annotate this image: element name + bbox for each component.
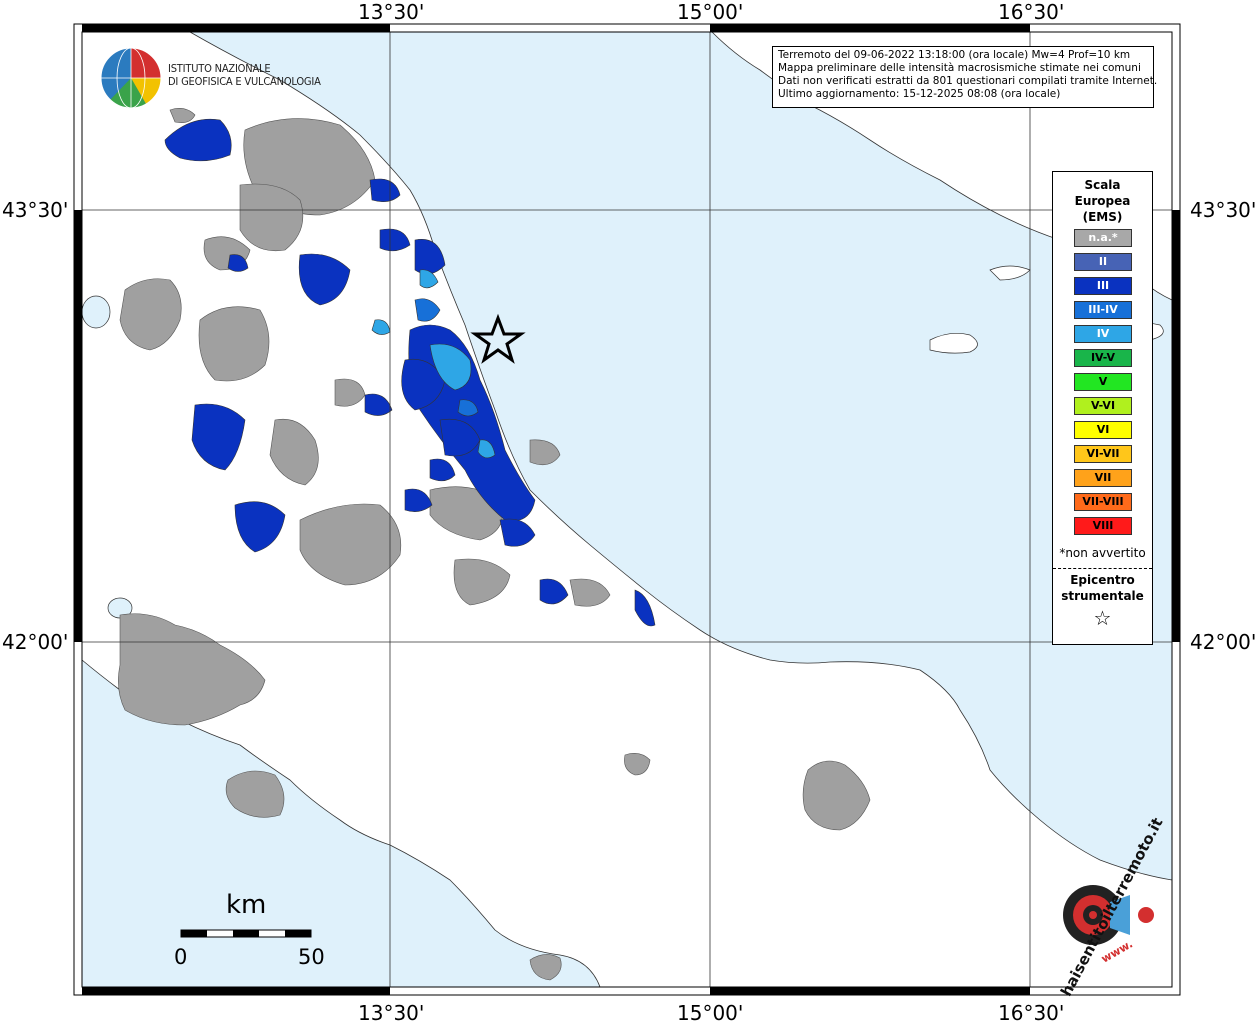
legend-swatch: III [1074,277,1132,295]
info-line4: Ultimo aggiornamento: 15-12-2025 08:08 (… [778,88,1061,100]
ingv-logo-icon [100,47,162,109]
legend-epicentro-line2: strumentale [1061,589,1144,603]
scale-end: 50 [298,945,325,969]
legend-epicentro-line1: Epicentro [1070,573,1135,587]
municipalities-iv [371,269,496,459]
legend-note: *non avvertito [1059,546,1146,560]
ingv-line2: DI GEOFISICA E VULCANOLOGIA [168,75,321,88]
info-line3: Dati non verificati estratti da 801 ques… [778,75,1158,87]
legend-swatch: IV-V [1074,349,1132,367]
legend-swatch: V [1074,373,1132,391]
lat-label-right-2: 42°00' [1190,630,1255,654]
ingv-logo-text: ISTITUTO NAZIONALE DI GEOFISICA E VULCAN… [168,62,321,88]
municipalities-na [118,108,611,726]
legend-swatch: III-IV [1074,301,1132,319]
legend-swatch: VI-VII [1074,445,1132,463]
legend-title-line3: (EMS) [1082,210,1123,224]
info-line2: Mappa preliminare delle intensità macros… [778,62,1141,74]
scale-unit: km [226,890,267,920]
info-line1: Terremoto del 09-06-2022 13:18:00 (ora l… [778,49,1131,61]
municipality-na [802,760,871,831]
haisentito-logo-icon [1063,885,1154,945]
lat-label-right-1: 43°30' [1190,198,1255,222]
island [929,333,978,354]
lake [81,295,111,329]
legend-swatch: IV [1074,325,1132,343]
lon-label-bottom-2: 15°00' [677,1001,744,1025]
legend-swatch: VII-VIII [1074,493,1132,511]
legend-title-line2: Europea [1074,194,1131,208]
ems-legend: Scala Europea (EMS) n.a.* II III III-IV IV IV… [1052,171,1153,645]
legend-swatch: VIII [1074,517,1132,535]
municipality-na [225,770,285,818]
legend-title: Scala Europea (EMS) [1053,177,1152,225]
legend-swatch: II [1074,253,1132,271]
legend-swatch: VI [1074,421,1132,439]
graticule [82,32,1172,987]
ingv-line1: ISTITUTO NAZIONALE [168,62,271,75]
scale-bar [180,929,312,938]
epicenter-star [470,313,526,364]
legend-swatch: VII [1074,469,1132,487]
legend-divider [1053,568,1152,569]
scale-start: 0 [174,945,188,969]
legend-swatch: V-VI [1074,397,1132,415]
lon-label-bottom-1: 13°30' [358,1001,425,1025]
legend-star-icon: ☆ [1093,606,1112,630]
lon-label-top-1: 13°30' [358,0,425,24]
lon-label-bottom-3: 16°30' [998,1001,1065,1025]
italy-land [81,31,1173,988]
lon-label-top-3: 16°30' [998,0,1065,24]
municipality-na [624,753,651,776]
lat-label-left-1: 43°30' [2,198,69,222]
earthquake-info-box: Terremoto del 09-06-2022 13:18:00 (ora l… [772,46,1158,108]
frame-bars [74,24,1180,995]
legend-swatch: n.a.* [1074,229,1132,247]
lon-label-top-2: 15°00' [677,0,744,24]
lat-label-left-2: 42°00' [2,630,69,654]
municipality-na [529,954,562,981]
legend-title-line1: Scala [1084,178,1121,192]
